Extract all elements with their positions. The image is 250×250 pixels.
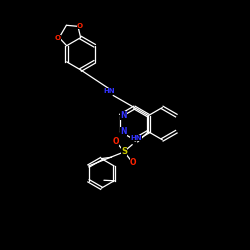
Text: O: O [113,137,119,146]
Text: HN: HN [104,88,116,94]
Text: N: N [120,111,127,120]
Text: O: O [55,35,61,41]
Text: O: O [130,158,136,167]
Text: S: S [121,148,127,156]
Text: N: N [120,127,127,136]
Text: HN: HN [130,136,141,141]
Text: O: O [77,23,83,29]
